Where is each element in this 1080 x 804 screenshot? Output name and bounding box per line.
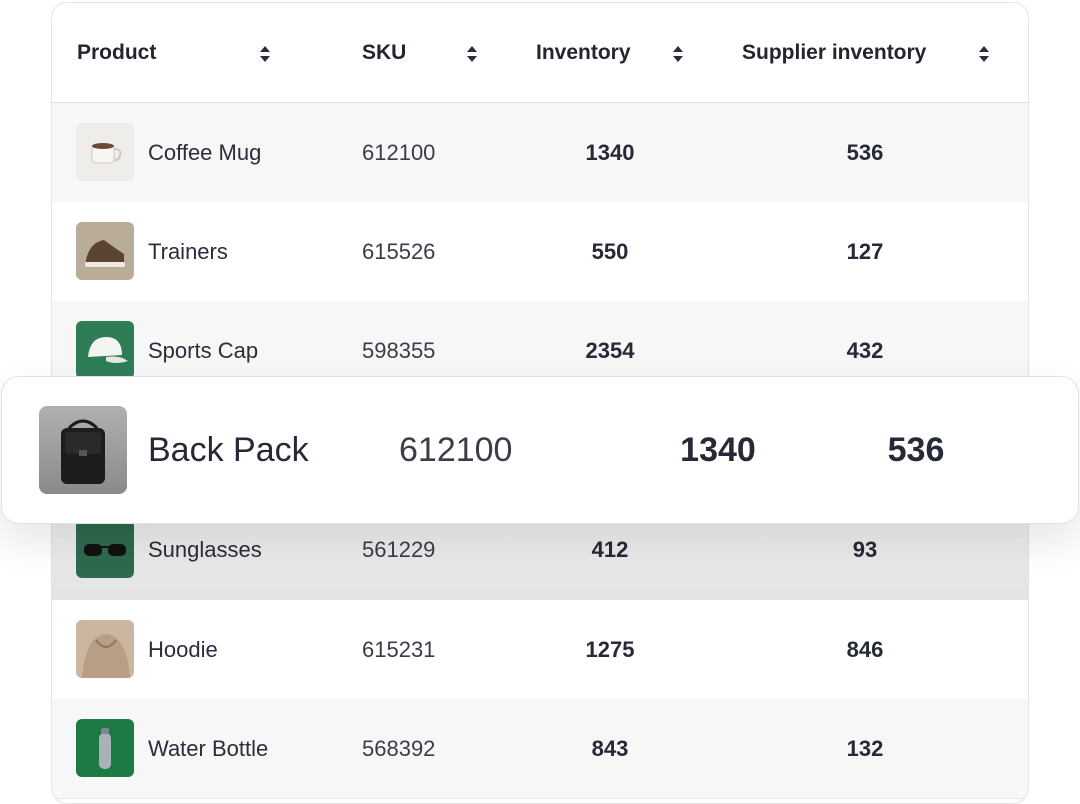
table-row[interactable]: Trainers 615526 550 127: [52, 202, 1028, 302]
inventory: 1340: [680, 431, 756, 469]
product-thumbnail: [76, 620, 134, 678]
column-header[interactable]: Product: [77, 41, 157, 64]
product-name: Hoodie: [148, 637, 218, 662]
sku: 612100: [362, 140, 436, 165]
inventory: 412: [591, 537, 629, 562]
product-thumbnail: [76, 222, 134, 280]
inventory: 1275: [585, 637, 635, 662]
product-thumbnail: [39, 406, 127, 494]
table-row[interactable]: Coffee Mug 612100 1340 536: [52, 103, 1028, 203]
product-thumbnail: [76, 321, 134, 379]
inventory: 2354: [585, 338, 635, 363]
sku: 615526: [362, 239, 436, 264]
sort-icon[interactable]: [466, 44, 478, 64]
product-name: Water Bottle: [148, 736, 269, 761]
supplier-inventory: 536: [887, 431, 945, 469]
product-name: Back Pack: [148, 431, 309, 469]
product-thumbnail: [76, 520, 134, 578]
supplier-inventory: 846: [846, 637, 884, 662]
product-thumbnail: [76, 123, 134, 181]
sku: 615231: [362, 637, 436, 662]
table-header: Product SKU Inventory Supplier inventory: [52, 3, 1028, 103]
supplier-inventory: 127: [846, 239, 884, 264]
sku: 598355: [362, 338, 436, 363]
column-header[interactable]: Inventory: [536, 41, 631, 64]
supplier-inventory: 93: [852, 537, 878, 562]
supplier-inventory: 132: [846, 736, 884, 761]
table-row[interactable]: Water Bottle 568392 843 132: [52, 699, 1028, 799]
table-row[interactable]: Hoodie 615231 1275 846: [52, 600, 1028, 700]
sort-icon[interactable]: [672, 44, 684, 64]
product-name: Trainers: [148, 239, 228, 264]
inventory: 843: [591, 736, 629, 761]
product-thumbnail: [76, 719, 134, 777]
inventory: 550: [591, 239, 629, 264]
inventory-table: Product SKU Inventory Supplier inventory Co…: [51, 2, 1029, 804]
column-header[interactable]: Supplier inventory: [742, 41, 927, 64]
inventory: 1340: [585, 140, 635, 165]
product-name: Sports Cap: [148, 338, 259, 363]
sort-icon[interactable]: [978, 44, 990, 64]
sort-icon[interactable]: [259, 44, 271, 64]
product-name: Coffee Mug: [148, 140, 262, 165]
sku: 561229: [362, 537, 436, 562]
sku: 568392: [362, 736, 436, 761]
column-header[interactable]: SKU: [362, 41, 407, 64]
highlighted-row[interactable]: Back Pack 612100 1340 536: [1, 376, 1079, 524]
supplier-inventory: 432: [846, 338, 884, 363]
supplier-inventory: 536: [846, 140, 884, 165]
sku: 612100: [399, 431, 513, 469]
product-name: Sunglasses: [148, 537, 262, 562]
